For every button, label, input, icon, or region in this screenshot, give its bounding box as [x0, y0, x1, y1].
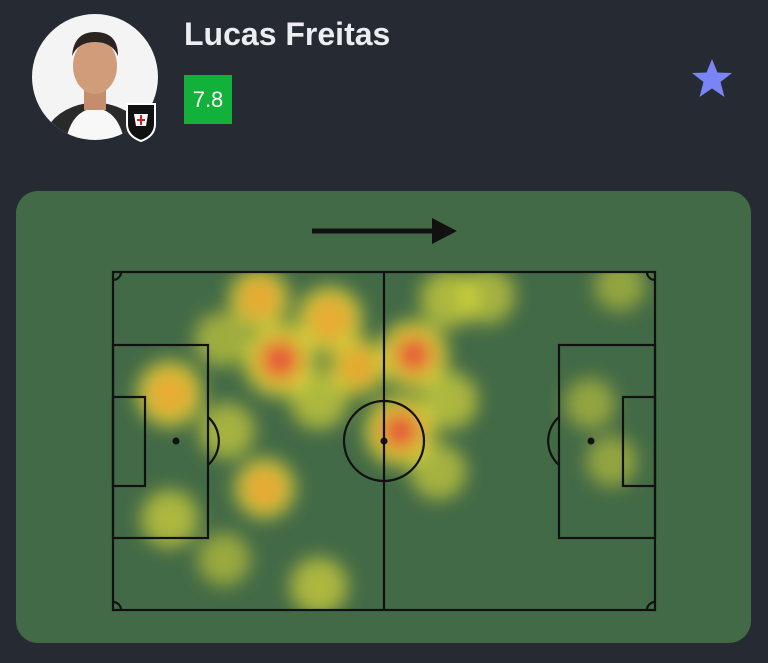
- heat-point: [306, 295, 354, 343]
- heatmap-card: [16, 191, 751, 643]
- heat-point: [263, 343, 297, 377]
- heat-point: [410, 443, 467, 500]
- heat-point: [384, 415, 417, 447]
- attack-direction-arrow-icon: [312, 218, 457, 244]
- heat-point: [420, 371, 478, 430]
- player-photo-icon: [42, 32, 148, 140]
- right-penalty-arc: [547, 416, 560, 466]
- centre-circle: [342, 399, 426, 483]
- left-penalty-arc: [207, 416, 220, 466]
- heat-point: [586, 435, 638, 487]
- heat-point: [243, 466, 287, 510]
- left-goal-area: [111, 395, 147, 488]
- heat-point: [564, 378, 616, 430]
- heat-point: [141, 489, 199, 548]
- heat-point: [198, 402, 255, 459]
- club-crest-icon: [126, 103, 156, 142]
- centre-spot: [380, 437, 388, 445]
- heat-point: [290, 371, 348, 430]
- heat-point: [290, 557, 348, 610]
- heat-point: [398, 339, 430, 371]
- player-name: Lucas Freitas: [184, 16, 391, 52]
- heat-point: [194, 312, 249, 367]
- heat-point: [237, 277, 281, 321]
- right-penalty-spot: [587, 437, 595, 445]
- heat-point: [146, 370, 194, 418]
- heat-point: [458, 272, 516, 324]
- corner-arcs: [112, 271, 656, 611]
- heatmap-pitch: [111, 218, 657, 612]
- favorite-star-icon[interactable]: [690, 57, 734, 99]
- right-goal-area: [621, 395, 657, 488]
- heat-point: [594, 272, 646, 312]
- rating-badge: 7.8: [184, 75, 232, 124]
- heat-point: [197, 532, 251, 586]
- left-penalty-spot: [172, 437, 180, 445]
- player-avatar[interactable]: [32, 14, 158, 140]
- heat-layer: [136, 272, 646, 610]
- heat-point: [335, 345, 378, 388]
